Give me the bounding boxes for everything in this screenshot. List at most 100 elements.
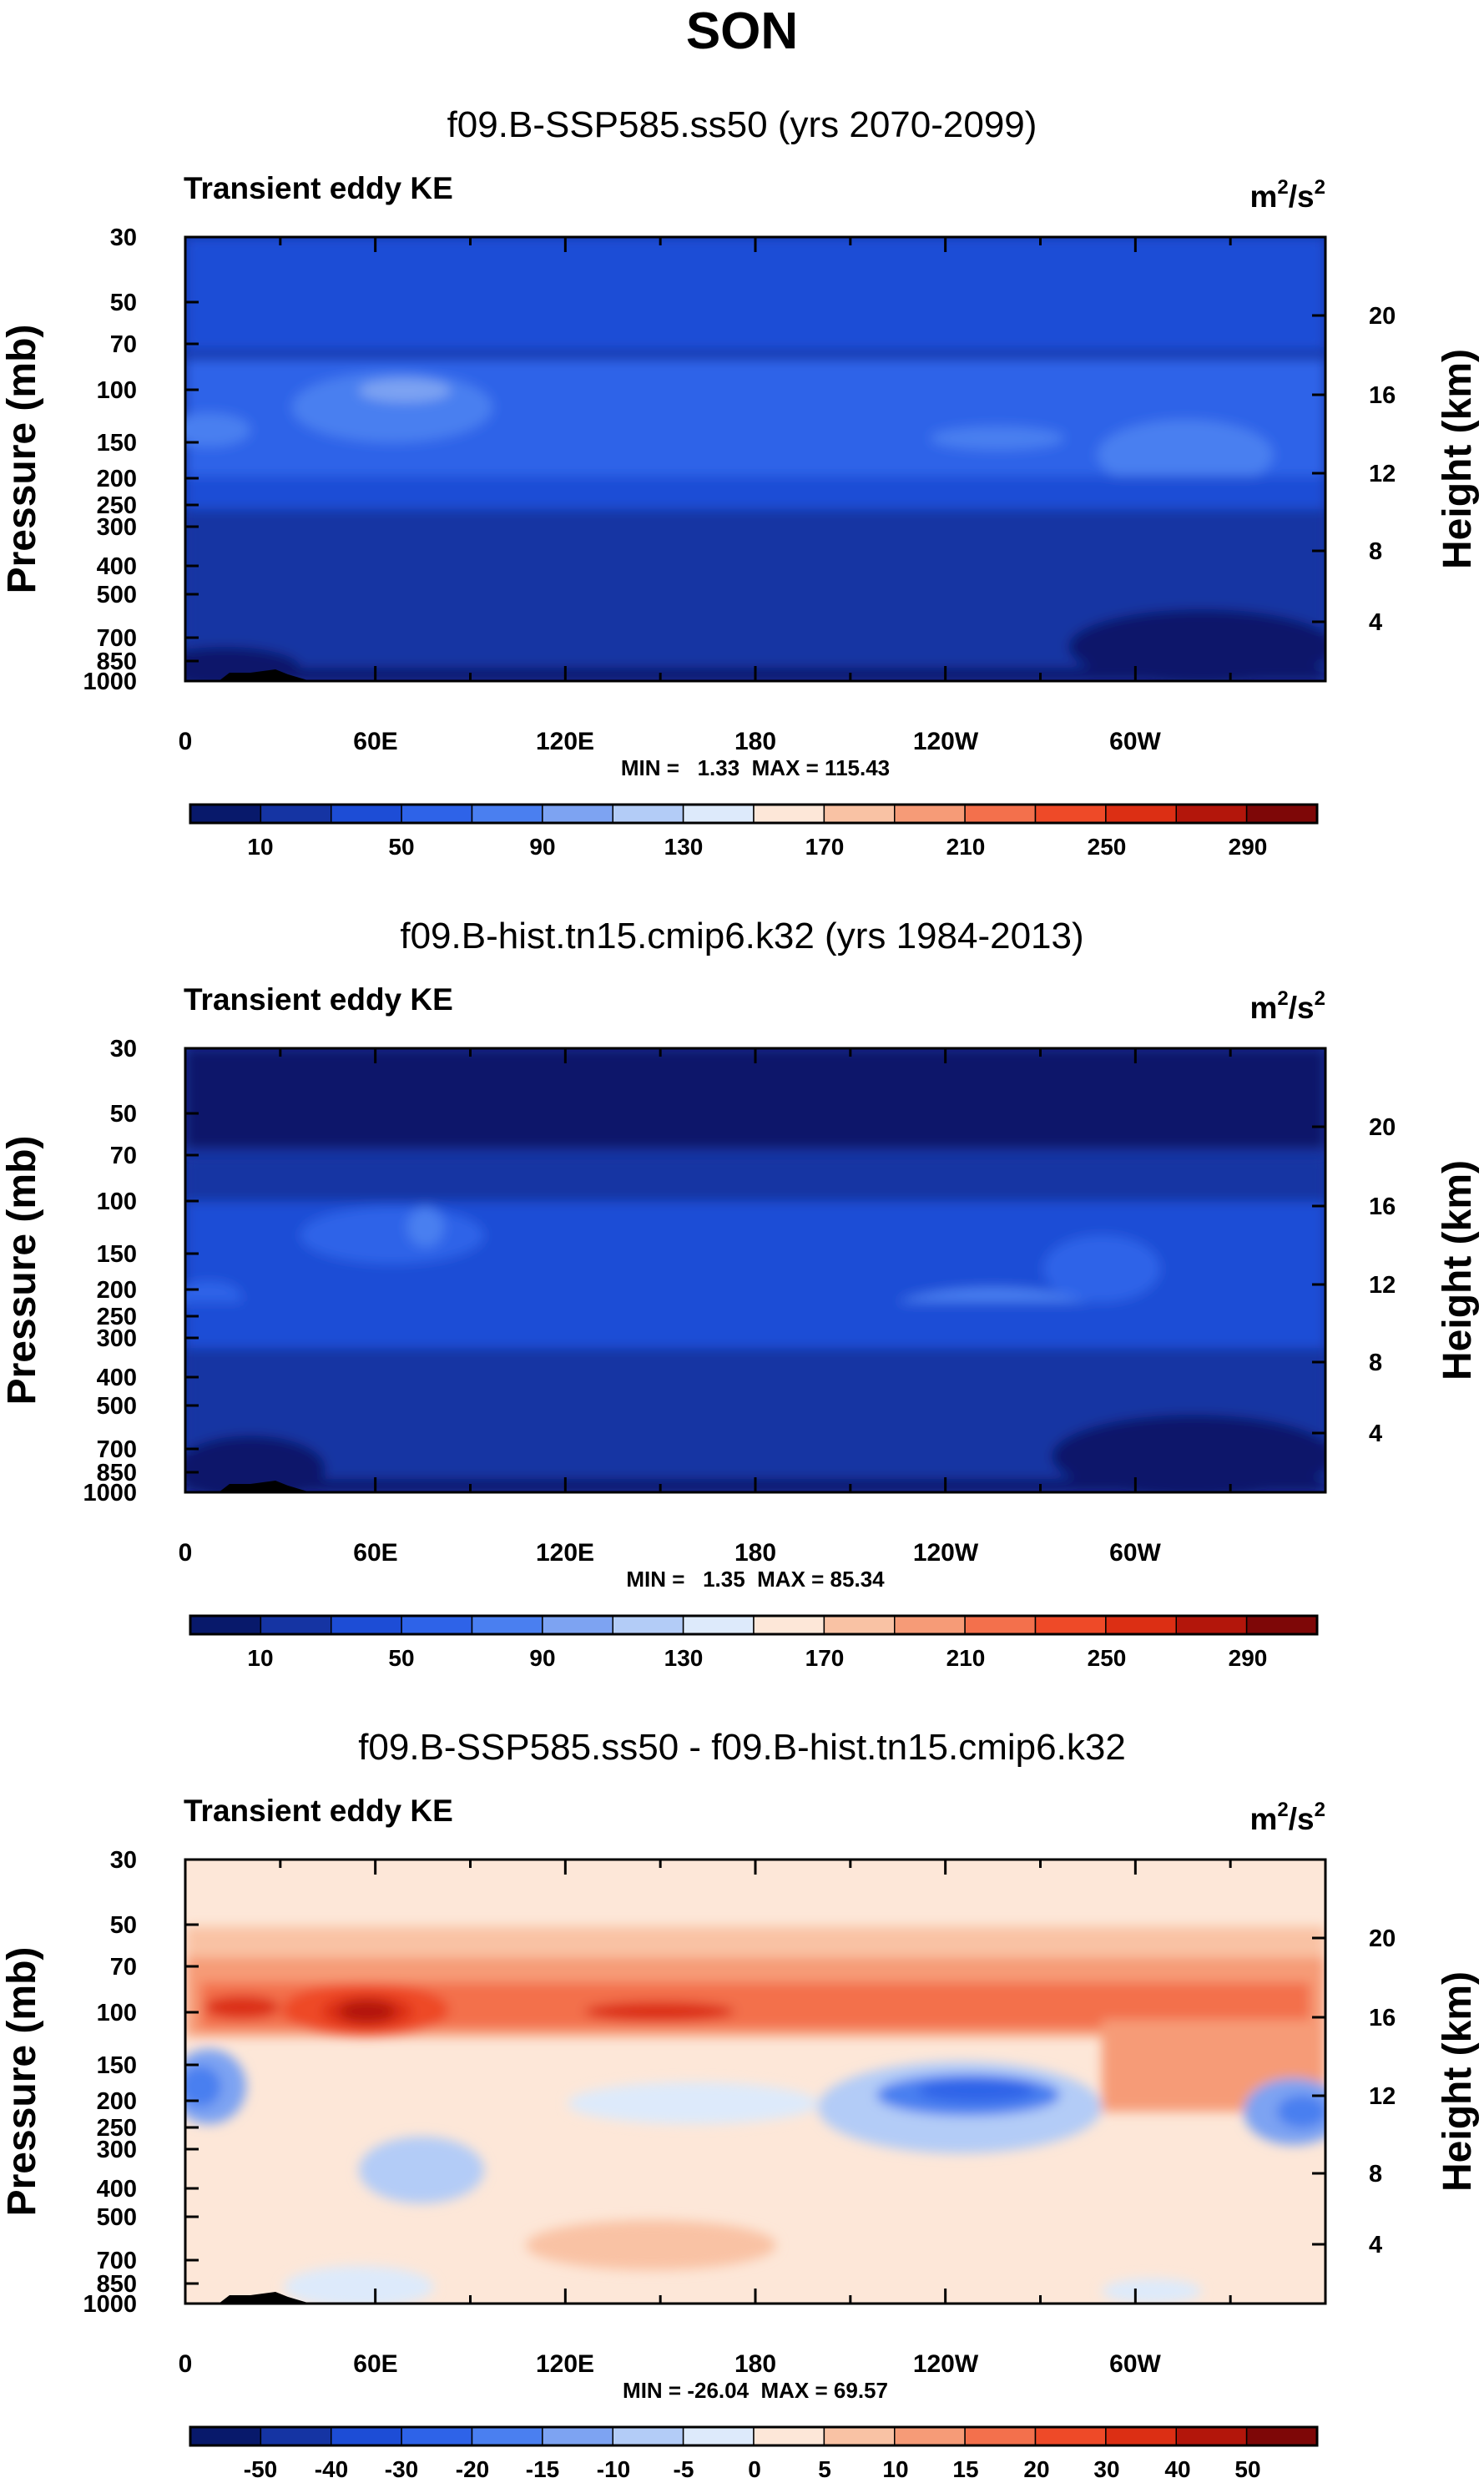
- panel-1-colorbar-swatch-1: [260, 804, 332, 824]
- panel-2-colorbar-swatch-1: [260, 1615, 332, 1635]
- panel-2-ytick-50: 50: [110, 1101, 137, 1128]
- panel-3-xtick-180: 180: [734, 2350, 776, 2378]
- panel-1-height-tick-16: 16: [1369, 382, 1396, 409]
- panel-2-height-tick-20: 20: [1369, 1114, 1396, 1141]
- panel-1-colorbar-swatch-3: [401, 804, 473, 824]
- panel-3-colorbar-swatch-9: [823, 2426, 896, 2446]
- panel-1-xtick-120e: 120E: [536, 728, 594, 755]
- panel-3-colorbar-label-m20: -20: [456, 2456, 489, 2482]
- panel-2-title: f09.B-hist.tn15.cmip6.k32 (yrs 1984-2013…: [400, 916, 1083, 956]
- panel-3-units: m2/s2: [1250, 1799, 1325, 1836]
- panel-3-colorbar-label-10: 10: [882, 2456, 908, 2482]
- panel-1-colorbar-swatch-6: [612, 804, 684, 824]
- panel-3-height-tick-20: 20: [1369, 1925, 1396, 1952]
- panel-2-core-60w: [1043, 1235, 1160, 1302]
- panel-2-colorbar-swatch-10: [894, 1615, 966, 1635]
- panel-3-ytick-500: 500: [97, 2204, 137, 2231]
- panel-3-ytick-150: 150: [97, 2052, 137, 2079]
- panel-1-colorbar-swatch-12: [1034, 804, 1107, 824]
- panel-1-colorbar-swatch-2: [331, 804, 402, 824]
- panel-1-ytick-700: 700: [97, 625, 137, 652]
- panel-1-height-tick-20: 20: [1369, 303, 1396, 330]
- panel-1-colorbar-frame: [189, 803, 1319, 825]
- panel-1-ytick-100: 100: [97, 377, 137, 404]
- panel-1-band-upper: [185, 237, 1325, 351]
- panel-1-surface-east: [1068, 609, 1325, 681]
- panel-1-units: m2/s2: [1250, 176, 1325, 214]
- panel-3-colorbar-label-20: 20: [1023, 2456, 1049, 2482]
- panel-2-y-axis-title-right: Height (km): [1436, 1160, 1480, 1380]
- panel-1-height-tick-8: 8: [1369, 538, 1382, 565]
- panel-1-ytick-150: 150: [97, 430, 137, 457]
- panel-2-colorbar-swatch-3: [401, 1615, 473, 1635]
- panel-3-ytick-1000: 1000: [83, 2291, 137, 2318]
- panel-1-colorbar-label-170: 170: [805, 834, 845, 860]
- panel-3-colorbar-label-40: 40: [1164, 2456, 1190, 2482]
- panel-2-xtick-120e: 120E: [536, 1539, 594, 1567]
- panel-3-colorbar-label-m40: -40: [315, 2456, 348, 2482]
- panel-1-colorbar-swatch-14: [1175, 804, 1248, 824]
- panel-3-y-axis-title-right: Height (km): [1436, 1971, 1480, 2192]
- panel-2-ytick-100: 100: [97, 1189, 137, 1215]
- panel-3-colorbar-swatch-8: [753, 2426, 825, 2446]
- panel-2-ytick-150: 150: [97, 1241, 137, 1268]
- panel-2-ytick-250: 250: [97, 1304, 137, 1330]
- panel-3-y-ticks-marks: [185, 1858, 1325, 2305]
- panel-3-colorbar-swatch-15: [1245, 2426, 1318, 2446]
- panel-1-ytick-30: 30: [110, 225, 137, 251]
- panel-2-colorbar-swatch-9: [823, 1615, 896, 1635]
- panel-1-topography: [219, 669, 310, 681]
- panel-3-max-150e: [584, 2001, 734, 2021]
- panel-1: f09.B-SSP585.ss50 (yrs 2070-2099) Transi…: [0, 104, 1480, 860]
- panel-3-colorbar-label-m5: -5: [674, 2456, 694, 2482]
- panel-1-variable-label: Transient eddy KE: [184, 171, 453, 205]
- panel-1-ytick-70: 70: [110, 331, 137, 358]
- panel-2-height-tick-12: 12: [1369, 1272, 1396, 1299]
- panel-3-neg-east-core: [1277, 2095, 1325, 2128]
- figure-title: SON: [686, 3, 798, 60]
- panel-2-colorbar: [189, 1614, 1319, 1636]
- panel-2-plot: [185, 1048, 1325, 1492]
- panel-2-x-ticks-marks: [184, 1048, 1327, 1492]
- panel-2-surface-east: [1052, 1415, 1325, 1492]
- panel-3-colorbar-swatch-11: [964, 2426, 1037, 2446]
- panel-2-colorbar-swatch-6: [612, 1615, 684, 1635]
- panel-2-y-axis-title: Pressure (mb): [0, 1136, 44, 1406]
- panel-3-colorbar-swatch-2: [331, 2426, 402, 2446]
- panel-3-height-tick-4: 4: [1369, 2232, 1382, 2258]
- panel-2-colorbar-label-210: 210: [946, 1645, 986, 1671]
- panel-1-core-60e-inner: [359, 379, 451, 402]
- panel-1-ytick-1000: 1000: [83, 669, 137, 695]
- panel-1-ytick-250: 250: [97, 492, 137, 519]
- panel-1-xtick-60e: 60E: [353, 728, 397, 755]
- panel-2-band-upper: [185, 1156, 1325, 1206]
- panel-3-colorbar-swatch-6: [612, 2426, 684, 2446]
- panel-3-ytick-70: 70: [110, 1954, 137, 1981]
- panel-1-ytick-500: 500: [97, 582, 137, 608]
- panel-3-max-60e-core: [339, 2000, 396, 2023]
- panel-2-colorbar-swatch-2: [331, 1615, 402, 1635]
- panel-3-topography: [219, 2292, 310, 2304]
- panel-2-core-90e: [407, 1207, 444, 1247]
- panel-3-colorbar-swatch-10: [894, 2426, 966, 2446]
- panel-3-colorbar-swatch-5: [542, 2426, 613, 2446]
- panel-1-colorbar-label-210: 210: [946, 834, 986, 860]
- panel-3-neg-90e: [359, 2137, 484, 2203]
- panel-1-xtick-120w: 120W: [913, 728, 979, 755]
- panel-3-ytick-250: 250: [97, 2115, 137, 2142]
- panel-3-ytick-50: 50: [110, 1912, 137, 1939]
- panel-3-colorbar-swatch-12: [1034, 2426, 1107, 2446]
- panel-3-colorbar-swatch-13: [1105, 2426, 1177, 2446]
- panel-3-colorbar-swatch-4: [471, 2426, 543, 2446]
- panel-2-colorbar-label-90: 90: [529, 1645, 555, 1671]
- panel-3-xtick-60w: 60W: [1109, 2350, 1161, 2378]
- panel-1-core-west: [185, 413, 250, 447]
- panel-3-xtick-60e: 60E: [353, 2350, 397, 2378]
- panel-1-colorbar-swatch-10: [894, 804, 966, 824]
- panel-2-height-tick-16: 16: [1369, 1194, 1396, 1220]
- panel-3-colorbar-swatch-0: [189, 2426, 262, 2446]
- panel-2-ytick-30: 30: [110, 1036, 137, 1062]
- panel-3-plot: [185, 1860, 1325, 2304]
- panel-3-neg-lower-west: [284, 2266, 434, 2304]
